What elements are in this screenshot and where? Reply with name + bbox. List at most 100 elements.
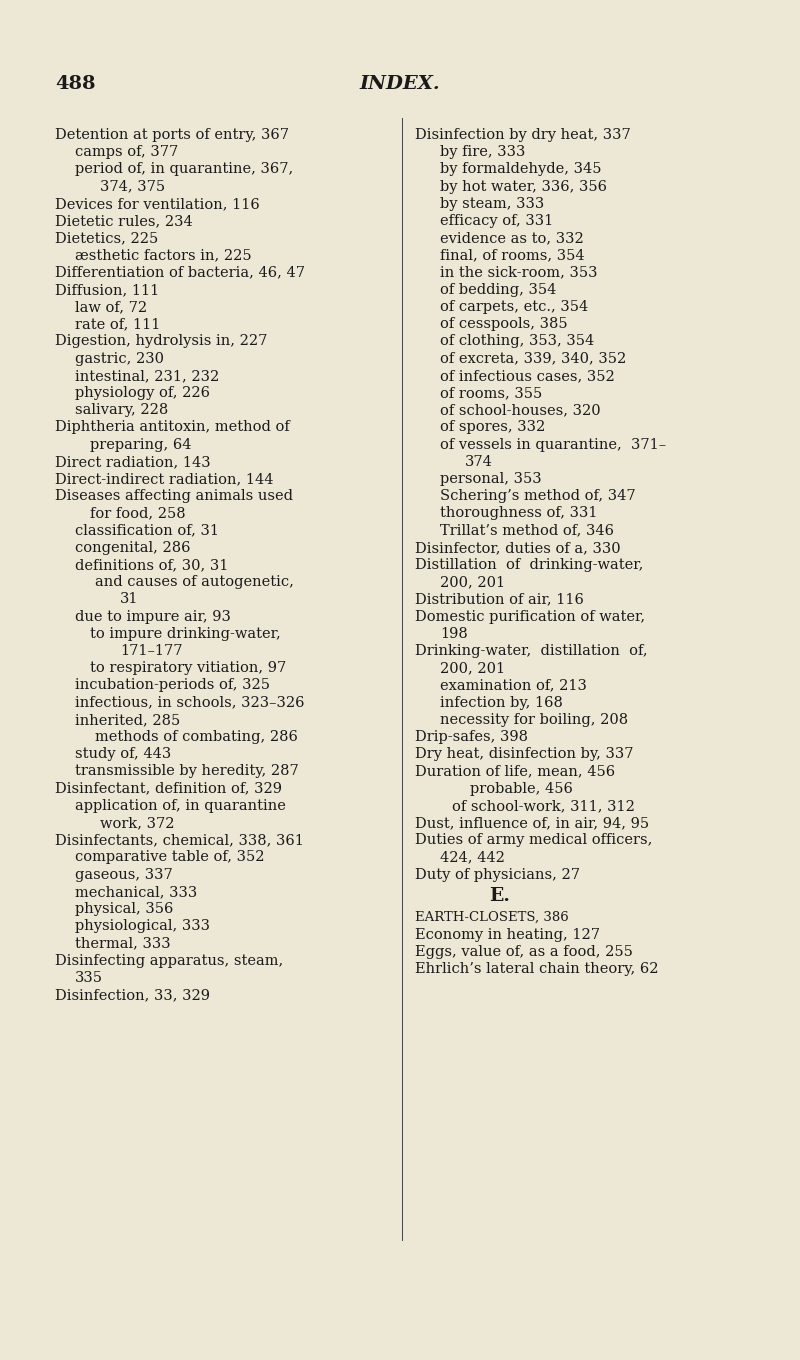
Text: Disinfecting apparatus, steam,: Disinfecting apparatus, steam, (55, 953, 283, 967)
Text: period of, in quarantine, 367,: period of, in quarantine, 367, (75, 162, 294, 177)
Text: salivary, 228: salivary, 228 (75, 403, 168, 418)
Text: of school-houses, 320: of school-houses, 320 (440, 403, 601, 418)
Text: and causes of autogenetic,: and causes of autogenetic, (95, 575, 294, 589)
Text: physical, 356: physical, 356 (75, 902, 174, 917)
Text: work, 372: work, 372 (100, 816, 174, 830)
Text: 335: 335 (75, 971, 103, 985)
Text: Digestion, hydrolysis in, 227: Digestion, hydrolysis in, 227 (55, 335, 267, 348)
Text: E.: E. (490, 887, 510, 904)
Text: evidence as to, 332: evidence as to, 332 (440, 231, 584, 245)
Text: 374: 374 (465, 454, 493, 469)
Text: Duration of life, mean, 456: Duration of life, mean, 456 (415, 764, 615, 778)
Text: Dust, influence of, in air, 94, 95: Dust, influence of, in air, 94, 95 (415, 816, 649, 830)
Text: INDEX.: INDEX. (360, 75, 440, 92)
Text: final, of rooms, 354: final, of rooms, 354 (440, 249, 585, 262)
Text: Distillation  of  drinking-water,: Distillation of drinking-water, (415, 558, 643, 573)
Text: 488: 488 (55, 75, 95, 92)
Text: study of, 443: study of, 443 (75, 747, 171, 762)
Text: of infectious cases, 352: of infectious cases, 352 (440, 369, 614, 382)
Text: æsthetic factors in, 225: æsthetic factors in, 225 (75, 249, 252, 262)
Text: Disinfectant, definition of, 329: Disinfectant, definition of, 329 (55, 782, 282, 796)
Text: Diseases affecting animals used: Diseases affecting animals used (55, 490, 293, 503)
Text: Disinfection, 33, 329: Disinfection, 33, 329 (55, 987, 210, 1002)
Text: Duties of army medical officers,: Duties of army medical officers, (415, 834, 652, 847)
Text: congenital, 286: congenital, 286 (75, 541, 190, 555)
Text: by hot water, 336, 356: by hot water, 336, 356 (440, 180, 607, 193)
Text: of cesspools, 385: of cesspools, 385 (440, 317, 568, 332)
Text: gaseous, 337: gaseous, 337 (75, 868, 173, 881)
Text: transmissible by heredity, 287: transmissible by heredity, 287 (75, 764, 298, 778)
Text: physiology of, 226: physiology of, 226 (75, 386, 210, 400)
Text: Economy in heating, 127: Economy in heating, 127 (415, 928, 600, 942)
Text: Domestic purification of water,: Domestic purification of water, (415, 609, 645, 624)
Text: by steam, 333: by steam, 333 (440, 197, 544, 211)
Text: EARTH-CLOSETS, 386: EARTH-CLOSETS, 386 (415, 911, 569, 923)
Text: 171–177: 171–177 (120, 645, 182, 658)
Text: incubation-periods of, 325: incubation-periods of, 325 (75, 679, 270, 692)
Text: Diphtheria antitoxin, method of: Diphtheria antitoxin, method of (55, 420, 290, 434)
Text: Disinfectants, chemical, 338, 361: Disinfectants, chemical, 338, 361 (55, 834, 304, 847)
Text: probable, 456: probable, 456 (470, 782, 573, 796)
Text: of spores, 332: of spores, 332 (440, 420, 546, 434)
Text: 198: 198 (440, 627, 468, 641)
Text: due to impure air, 93: due to impure air, 93 (75, 609, 231, 624)
Text: thoroughness of, 331: thoroughness of, 331 (440, 506, 598, 521)
Text: Drip-safes, 398: Drip-safes, 398 (415, 730, 528, 744)
Text: 31: 31 (120, 593, 138, 607)
Text: methods of combating, 286: methods of combating, 286 (95, 730, 298, 744)
Text: Detention at ports of entry, 367: Detention at ports of entry, 367 (55, 128, 289, 141)
Text: intestinal, 231, 232: intestinal, 231, 232 (75, 369, 219, 382)
Text: for food, 258: for food, 258 (90, 506, 186, 521)
Text: physiological, 333: physiological, 333 (75, 919, 210, 933)
Text: Drinking-water,  distillation  of,: Drinking-water, distillation of, (415, 645, 648, 658)
Text: of excreta, 339, 340, 352: of excreta, 339, 340, 352 (440, 352, 626, 366)
Text: Dry heat, disinfection by, 337: Dry heat, disinfection by, 337 (415, 747, 634, 762)
Text: Direct radiation, 143: Direct radiation, 143 (55, 454, 210, 469)
Text: Differentiation of bacteria, 46, 47: Differentiation of bacteria, 46, 47 (55, 265, 305, 280)
Text: Ehrlich’s lateral chain theory, 62: Ehrlich’s lateral chain theory, 62 (415, 963, 658, 976)
Text: of bedding, 354: of bedding, 354 (440, 283, 556, 296)
Text: definitions of, 30, 31: definitions of, 30, 31 (75, 558, 228, 573)
Text: classification of, 31: classification of, 31 (75, 524, 219, 537)
Text: in the sick-room, 353: in the sick-room, 353 (440, 265, 598, 280)
Text: infectious, in schools, 323–326: infectious, in schools, 323–326 (75, 695, 305, 710)
Text: preparing, 64: preparing, 64 (90, 438, 191, 452)
Text: rate of, 111: rate of, 111 (75, 317, 160, 332)
Text: necessity for boiling, 208: necessity for boiling, 208 (440, 713, 628, 726)
Text: camps of, 377: camps of, 377 (75, 146, 178, 159)
Text: Dietetic rules, 234: Dietetic rules, 234 (55, 214, 193, 228)
Text: examination of, 213: examination of, 213 (440, 679, 587, 692)
Text: of clothing, 353, 354: of clothing, 353, 354 (440, 335, 594, 348)
Text: to impure drinking-water,: to impure drinking-water, (90, 627, 281, 641)
Text: 200, 201: 200, 201 (440, 575, 505, 589)
Text: comparative table of, 352: comparative table of, 352 (75, 850, 265, 865)
Text: infection by, 168: infection by, 168 (440, 695, 563, 710)
Text: of vessels in quarantine,  371–: of vessels in quarantine, 371– (440, 438, 666, 452)
Text: thermal, 333: thermal, 333 (75, 937, 170, 951)
Text: 374, 375: 374, 375 (100, 180, 165, 193)
Text: 424, 442: 424, 442 (440, 850, 505, 865)
Text: 200, 201: 200, 201 (440, 661, 505, 675)
Text: Duty of physicians, 27: Duty of physicians, 27 (415, 868, 580, 881)
Text: gastric, 230: gastric, 230 (75, 352, 164, 366)
Text: by formaldehyde, 345: by formaldehyde, 345 (440, 162, 602, 177)
Text: Direct-indirect radiation, 144: Direct-indirect radiation, 144 (55, 472, 274, 486)
Text: inherited, 285: inherited, 285 (75, 713, 180, 726)
Text: mechanical, 333: mechanical, 333 (75, 885, 198, 899)
Text: of carpets, etc., 354: of carpets, etc., 354 (440, 301, 588, 314)
Text: Devices for ventilation, 116: Devices for ventilation, 116 (55, 197, 260, 211)
Text: Dietetics, 225: Dietetics, 225 (55, 231, 158, 245)
Text: by fire, 333: by fire, 333 (440, 146, 526, 159)
Text: law of, 72: law of, 72 (75, 301, 147, 314)
Text: Eggs, value of, as a food, 255: Eggs, value of, as a food, 255 (415, 945, 633, 959)
Text: personal, 353: personal, 353 (440, 472, 542, 486)
Text: Schering’s method of, 347: Schering’s method of, 347 (440, 490, 636, 503)
Text: to respiratory vitiation, 97: to respiratory vitiation, 97 (90, 661, 286, 675)
Text: Diffusion, 111: Diffusion, 111 (55, 283, 159, 296)
Text: efficacy of, 331: efficacy of, 331 (440, 214, 554, 228)
Text: Trillat’s method of, 346: Trillat’s method of, 346 (440, 524, 614, 537)
Text: of school-work, 311, 312: of school-work, 311, 312 (452, 798, 635, 813)
Text: Disinfector, duties of a, 330: Disinfector, duties of a, 330 (415, 541, 621, 555)
Text: Disinfection by dry heat, 337: Disinfection by dry heat, 337 (415, 128, 630, 141)
Text: Distribution of air, 116: Distribution of air, 116 (415, 593, 584, 607)
